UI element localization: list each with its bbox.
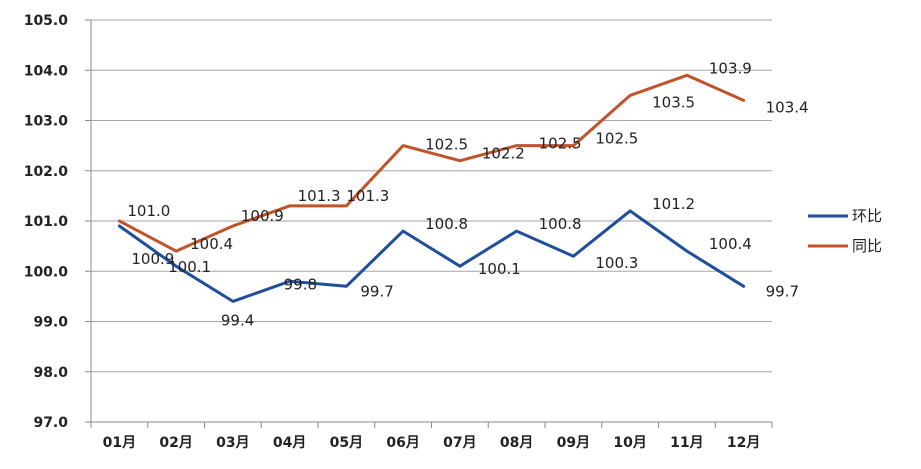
data-label: 102.5 <box>539 135 582 153</box>
series-line-yoy <box>117 73 746 253</box>
x-tick-label: 06月 <box>386 435 419 451</box>
data-label: 100.8 <box>425 215 468 233</box>
x-tick-label: 10月 <box>613 435 646 451</box>
data-label: 99.7 <box>766 282 799 300</box>
series-lines <box>117 73 746 303</box>
y-tick-label: 97.0 <box>33 415 68 431</box>
y-axis-ticks: 97.0 98.0 99.0 100.0 101.0 102.0 103.0 104.0 105… <box>24 13 69 431</box>
data-label: 100.4 <box>190 235 233 253</box>
data-label: 99.4 <box>221 311 254 329</box>
x-tick-label: 05月 <box>330 435 363 451</box>
data-label: 100.9 <box>241 207 284 225</box>
y-tick-label: 105.0 <box>24 13 69 29</box>
data-label: 100.4 <box>709 235 752 253</box>
y-tick-label: 98.0 <box>33 365 68 381</box>
y-tick-label: 100.0 <box>24 264 69 280</box>
x-tick-label: 11月 <box>670 435 703 451</box>
y-tick-label: 104.0 <box>24 63 69 79</box>
data-label: 100.9 <box>131 250 174 268</box>
data-label: 99.7 <box>360 282 393 300</box>
data-label: 101.3 <box>346 187 389 205</box>
x-tick-label: 02月 <box>159 435 192 451</box>
x-tick-label: 09月 <box>557 435 590 451</box>
legend-label: 同比 <box>852 237 882 255</box>
x-tick-label: 04月 <box>273 435 306 451</box>
data-label: 100.8 <box>539 215 582 233</box>
x-tick-label: 12月 <box>727 435 760 451</box>
y-tick-label: 101.0 <box>24 214 69 230</box>
data-label: 101.0 <box>127 202 170 220</box>
legend-label: 环比 <box>852 207 882 225</box>
series-line-mom <box>117 209 746 303</box>
data-label: 103.4 <box>766 98 809 116</box>
x-tick-label: 08月 <box>500 435 533 451</box>
data-label: 102.5 <box>425 136 468 154</box>
data-label: 103.9 <box>709 59 752 77</box>
y-tick-label: 103.0 <box>24 114 69 130</box>
data-label: 103.5 <box>652 93 695 111</box>
data-label: 99.8 <box>284 275 317 293</box>
data-label: 101.2 <box>652 195 695 213</box>
data-label: 102.5 <box>595 130 638 148</box>
x-tick-label: 01月 <box>103 435 136 451</box>
x-axis-ticks: 01月 02月 03月 04月 05月 06月 07月 08月 09月 10月 11月 12月 <box>103 435 761 451</box>
x-tick-label: 03月 <box>216 435 249 451</box>
data-label: 100.1 <box>478 260 521 278</box>
axes <box>85 19 773 428</box>
data-label: 102.2 <box>482 145 525 163</box>
y-tick-label: 99.0 <box>33 315 68 331</box>
x-tick-label: 07月 <box>443 435 476 451</box>
y-tick-label: 102.0 <box>24 164 69 180</box>
data-label: 100.3 <box>595 254 638 272</box>
data-label: 100.1 <box>168 258 211 276</box>
grid-lines <box>91 19 772 373</box>
data-label: 101.3 <box>298 187 341 205</box>
